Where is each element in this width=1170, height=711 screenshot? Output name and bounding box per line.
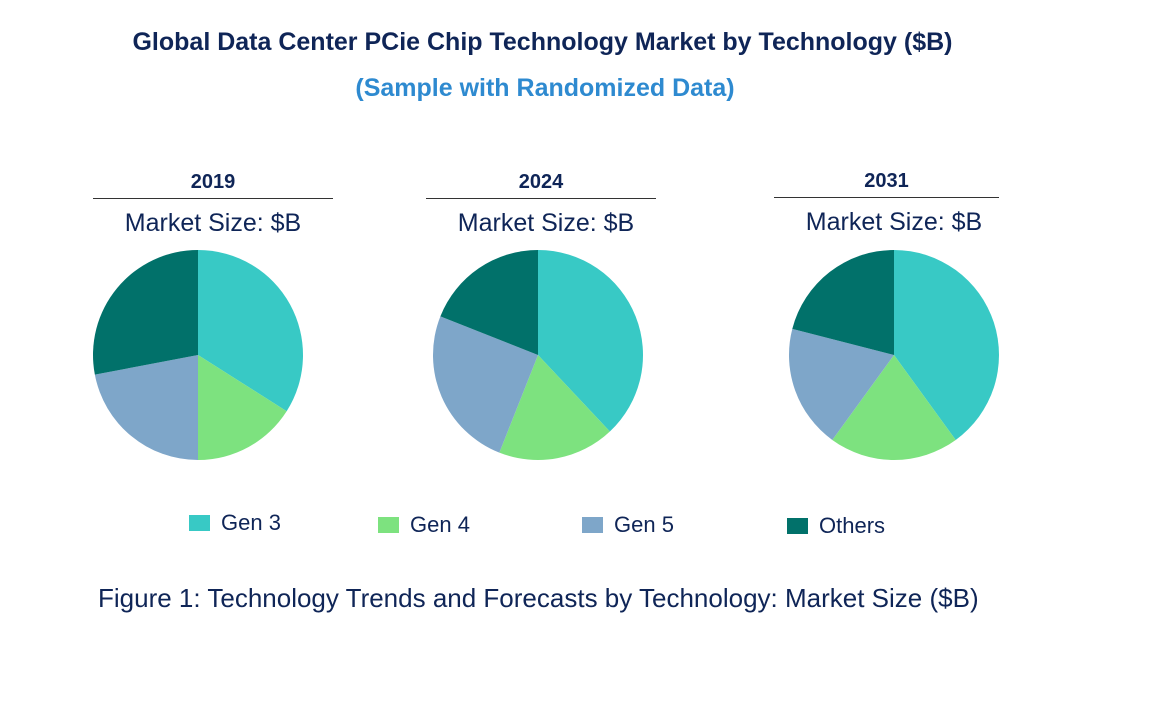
- legend-item-gen-4: Gen 4: [378, 512, 470, 538]
- pie-chart-2019: [93, 250, 303, 460]
- legend-label: Gen 3: [221, 510, 281, 535]
- pie-year-label: 2024: [518, 171, 564, 193]
- year-underline: [93, 198, 333, 199]
- legend-swatch: [582, 517, 603, 533]
- legend-label: Gen 4: [410, 512, 470, 537]
- legend-label: Others: [819, 513, 886, 538]
- pie-slice-gen-4: [832, 355, 956, 460]
- legend-swatch: [378, 517, 399, 533]
- market-size-label: Market Size: $B: [124, 209, 302, 237]
- pie-slice-gen-4: [198, 355, 287, 460]
- pie-chart-2024: [433, 250, 643, 460]
- pie-year-label: 2031: [864, 170, 909, 192]
- legend-swatch: [787, 518, 808, 534]
- legend-item-gen-5: Gen 5: [582, 512, 674, 538]
- pie-slice-others: [440, 250, 538, 355]
- pie-slice-gen-4: [499, 355, 610, 460]
- year-underline: [426, 198, 656, 199]
- market-size-label: Market Size: $B: [457, 209, 635, 237]
- legend-item-others: Others: [787, 513, 885, 539]
- pie-slice-gen-5: [94, 355, 198, 460]
- pie-slice-others: [792, 250, 894, 355]
- market-size-label: Market Size: $B: [805, 208, 983, 236]
- pie-slice-others: [93, 250, 198, 375]
- figure-caption: Figure 1: Technology Trends and Forecast…: [98, 583, 979, 613]
- legend-swatch: [189, 515, 210, 531]
- pie-slice-gen-3: [198, 250, 303, 412]
- chart-subtitle: (Sample with Randomized Data): [355, 74, 735, 102]
- chart-title: Global Data Center PCie Chip Technology …: [132, 28, 953, 56]
- pie-slice-gen-3: [894, 250, 999, 440]
- pie-slice-gen-5: [789, 328, 894, 440]
- legend-item-gen-3: Gen 3: [189, 510, 281, 536]
- pie-year-label: 2019: [190, 171, 236, 193]
- pie-slice-gen-3: [538, 250, 643, 432]
- legend-label: Gen 5: [614, 512, 674, 537]
- pie-slice-gen-5: [433, 316, 538, 453]
- year-underline: [774, 197, 999, 198]
- pie-chart-2031: [789, 250, 999, 460]
